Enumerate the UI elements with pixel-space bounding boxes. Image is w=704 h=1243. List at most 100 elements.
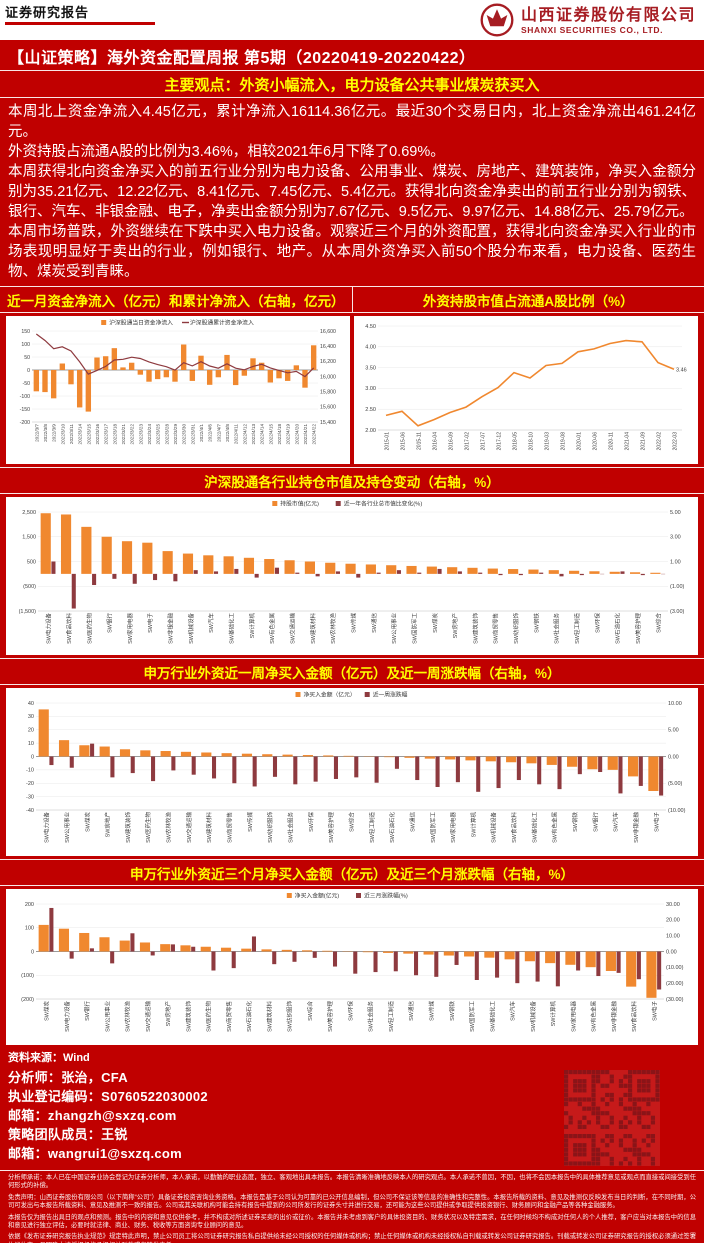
svg-text:(500): (500) (23, 584, 36, 590)
svg-text:1.00: 1.00 (670, 559, 681, 565)
analyst-name: 分析师：张治，CFA (8, 1070, 128, 1085)
svg-text:SW交通运输: SW交通运输 (185, 812, 193, 843)
svg-text:150: 150 (21, 329, 30, 335)
svg-text:SW食品饮料: SW食品饮料 (510, 812, 518, 843)
svg-text:SW通信: SW通信 (407, 1001, 415, 1021)
chart-canvas: -200 -150 -100 -50 0 50 100 150 15,400 15,600 15,8… (6, 316, 350, 464)
svg-text:SW综合: SW综合 (348, 812, 356, 832)
team-member-email: 邮箱：wangrui1@sxzq.com (8, 1146, 182, 1161)
svg-text:2022/4/12: 2022/4/12 (242, 424, 247, 445)
svg-text:SW食品饮料: SW食品饮料 (630, 1001, 638, 1032)
chart-title-industry-holdings: 沪深股通各行业持仓市值及持仓变动（右轴，%） (0, 467, 704, 494)
summary-paragraph: 本周北上资金净流入4.45亿元，累计净流入16114.36亿元。最近30个交易日… (8, 104, 696, 140)
svg-text:(10.00): (10.00) (668, 808, 686, 814)
svg-text:SW商贸零售: SW商贸零售 (226, 812, 234, 843)
company-logo (480, 3, 514, 37)
svg-text:SW钢铁: SW钢铁 (532, 613, 540, 633)
svg-text:2022/4/20: 2022/4/20 (294, 424, 299, 445)
svg-text:2022/4/15: 2022/4/15 (268, 424, 273, 445)
svg-text:5.00: 5.00 (670, 510, 681, 516)
svg-text:SW传媒: SW传媒 (246, 812, 254, 832)
svg-text:SW综合: SW综合 (306, 1001, 314, 1021)
analyst-section: 分析师：张治，CFA 执业登记编码：S0760522030002 邮箱：zhan… (0, 1066, 704, 1166)
svg-text:SW商贸零售: SW商贸零售 (225, 1001, 233, 1032)
svg-text:2022/3/17: 2022/3/17 (104, 424, 109, 445)
svg-text:2022/3/8: 2022/3/8 (43, 424, 48, 442)
svg-text:持股市值(亿元): 持股市值(亿元) (280, 500, 319, 508)
svg-text:100: 100 (25, 926, 34, 932)
svg-text:SW建筑材料: SW建筑材料 (265, 1001, 273, 1032)
svg-text:SW轻工制造: SW轻工制造 (573, 613, 581, 644)
svg-text:SW建筑材料: SW建筑材料 (205, 812, 213, 843)
report-type-label: 证券研究报告 (5, 5, 90, 20)
top-header: 证券研究报告 山西证券股份有限公司 SHANXI SECURITIES CO.,… (0, 0, 704, 40)
svg-text:20.00: 20.00 (666, 918, 680, 924)
svg-text:2022/3/23: 2022/3/23 (138, 424, 143, 445)
svg-text:2022/4/13: 2022/4/13 (251, 424, 256, 445)
svg-text:SW家用电器: SW家用电器 (449, 812, 457, 843)
svg-text:SW美容护理: SW美容护理 (327, 812, 335, 843)
svg-text:SW有色金属: SW有色金属 (268, 613, 276, 644)
chart-foreign-holding-ratio: 2.00 2.50 3.00 3.50 4.00 4.50 2015-01 2015-06 20… (354, 316, 698, 464)
svg-text:近一周涨跌幅: 近一周涨跌幅 (373, 691, 408, 699)
svg-text:SW公用事业: SW公用事业 (103, 1001, 111, 1032)
svg-text:SW房地产: SW房地产 (451, 613, 459, 639)
svg-text:10.00: 10.00 (666, 933, 680, 939)
company-names: 山西证券股份有限公司 SHANXI SECURITIES CO., LTD. (521, 6, 696, 35)
svg-text:0: 0 (31, 754, 34, 760)
svg-text:40: 40 (28, 701, 34, 707)
svg-text:2022/4/18: 2022/4/18 (277, 424, 282, 445)
svg-text:2020-11: 2020-11 (608, 432, 614, 450)
svg-text:2022/4/7: 2022/4/7 (216, 424, 221, 442)
chart-canvas: (1,500) (500) 500 1,500 2,500 (3.00) (1.00) 1.0… (6, 497, 698, 655)
svg-text:-30: -30 (26, 794, 34, 800)
svg-text:SW建筑装饰: SW建筑装饰 (184, 1001, 192, 1032)
svg-text:15,600: 15,600 (320, 405, 336, 411)
svg-text:SW食品饮料: SW食品饮料 (65, 613, 73, 644)
summary-paragraph: 本周获得北向资金净买入的前五行业分别为电力设备、公用事业、煤炭、房地产、建筑装饰… (8, 164, 696, 220)
svg-text:200: 200 (25, 902, 34, 908)
svg-text:2022/4/19: 2022/4/19 (286, 424, 291, 445)
svg-text:SW医药生物: SW医药生物 (144, 812, 152, 843)
svg-text:-100: -100 (20, 394, 30, 400)
svg-text:SW纺织服饰: SW纺织服饰 (286, 1001, 294, 1032)
svg-text:SW农林牧渔: SW农林牧渔 (329, 613, 337, 644)
svg-text:2022/3/11: 2022/3/11 (69, 424, 74, 445)
svg-text:2022/3/7: 2022/3/7 (34, 424, 39, 442)
svg-text:4.00: 4.00 (365, 345, 376, 351)
svg-text:4.50: 4.50 (365, 324, 376, 330)
company-block: 山西证券股份有限公司 SHANXI SECURITIES CO., LTD. (479, 2, 696, 38)
svg-text:SW商贸零售: SW商贸零售 (492, 613, 500, 644)
svg-text:SW纺织服饰: SW纺织服饰 (266, 812, 274, 843)
report-type: 证券研究报告 (5, 2, 155, 25)
svg-text:0: 0 (27, 368, 30, 374)
svg-text:2018-05: 2018-05 (512, 432, 518, 451)
svg-text:2022/3/25: 2022/3/25 (156, 424, 161, 445)
svg-text:2022/3/10: 2022/3/10 (60, 424, 65, 445)
svg-text:SW纺织服饰: SW纺织服饰 (512, 613, 520, 644)
svg-text:2022/3/21: 2022/3/21 (121, 424, 126, 445)
svg-text:SW医药生物: SW医药生物 (205, 1001, 213, 1032)
svg-text:2020-01: 2020-01 (576, 432, 582, 451)
svg-text:SW石油石化: SW石油石化 (245, 1001, 253, 1032)
svg-text:2015-06: 2015-06 (400, 432, 406, 451)
company-name-cn: 山西证券股份有限公司 (520, 6, 696, 24)
svg-text:2016-04: 2016-04 (432, 432, 438, 451)
svg-text:SW石油石化: SW石油石化 (614, 613, 622, 644)
svg-text:(200): (200) (21, 997, 34, 1003)
svg-text:SW基础化工: SW基础化工 (228, 613, 236, 644)
svg-text:(100): (100) (21, 973, 34, 979)
chart-title-3m-netbuy: 申万行业外资近三个月净买入金额（亿元）及近三个月涨跌幅（右轴，%） (0, 859, 704, 886)
svg-text:2022/4/1: 2022/4/1 (199, 424, 204, 442)
svg-text:沪深股通当日资金净流入: 沪深股通当日资金净流入 (109, 319, 173, 327)
svg-text:-10: -10 (26, 768, 34, 774)
svg-text:10.00: 10.00 (668, 701, 682, 707)
svg-text:SW电子: SW电子 (652, 812, 660, 832)
svg-text:3.00: 3.00 (365, 386, 376, 392)
svg-text:SW轻工制造: SW轻工制造 (368, 812, 376, 843)
disclaimer-paragraph: 免责声明：山西证券股份有限公司（以下简称“公司”）具备证券投资咨询业务资格。本报… (8, 1193, 696, 1210)
company-name-en: SHANXI SECURITIES CO., LTD. (520, 24, 664, 35)
section-divider (0, 1170, 704, 1171)
svg-text:SW电力设备: SW电力设备 (63, 1001, 71, 1032)
data-source: 资料来源：Wind (8, 1052, 90, 1064)
